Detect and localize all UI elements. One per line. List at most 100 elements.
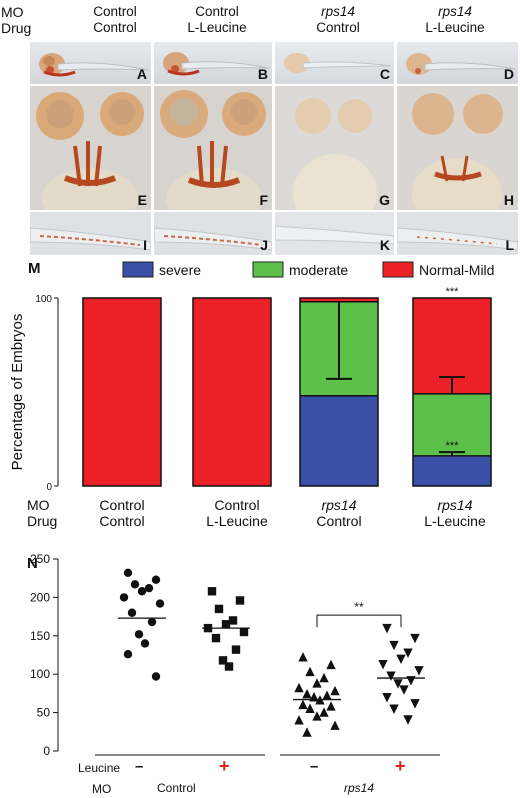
panel-m-group-3-mo: rps14	[321, 497, 357, 513]
embryo-illustration	[163, 52, 270, 76]
photo-b-whole-embryo: B	[154, 42, 272, 84]
data-point	[214, 604, 224, 614]
legend-label: severe	[159, 262, 201, 278]
data-point	[207, 587, 217, 596]
data-point	[386, 671, 396, 681]
data-point	[119, 593, 129, 602]
data-point	[389, 640, 399, 651]
panel-n-letter: N	[27, 555, 38, 572]
panel-n-mo-label: MO	[92, 782, 112, 796]
panel-m-group-4-drug: L-Leucine	[424, 513, 486, 529]
bar-outline	[82, 297, 162, 487]
significance-annotation: ***	[446, 286, 460, 298]
data-point	[326, 659, 336, 670]
legend-label: moderate	[289, 262, 348, 278]
embryo-head-illustration	[293, 98, 377, 210]
panel-m-drug-label: Drug	[27, 513, 58, 529]
panel-n-rps14-minus: –	[310, 758, 319, 775]
photo-k-tail: K	[275, 212, 394, 255]
photo-c-whole-embryo: C	[275, 42, 394, 84]
data-point	[140, 639, 150, 648]
panel-n-control-label: Control	[157, 781, 196, 795]
bar-segment-severe	[300, 395, 378, 486]
photo-j-tail: J	[154, 212, 272, 255]
embryo-tail-illustration	[154, 227, 272, 251]
y-tick-label: 100	[30, 667, 50, 681]
panel-n-leucine-label: Leucine	[78, 761, 121, 775]
data-point	[127, 608, 137, 617]
embryo-tail-illustration	[275, 225, 394, 245]
data-point	[211, 633, 221, 643]
header-col-1-mo: Control	[93, 4, 137, 19]
data-point	[147, 617, 157, 627]
header-col-3-mo: rps14	[321, 4, 355, 19]
panel-n-rps14-label: rps14	[344, 781, 375, 795]
y-tick-label: 250	[30, 552, 50, 566]
data-point	[399, 685, 409, 695]
data-point	[151, 575, 161, 584]
panel-m-group-3-drug: Control	[316, 513, 362, 529]
y-axis-label: Percentage of Embryos	[9, 314, 26, 471]
data-point	[151, 672, 161, 681]
y-tick-label: 100	[35, 294, 52, 305]
data-point	[298, 699, 308, 710]
data-point	[312, 711, 322, 721]
data-point	[403, 648, 413, 658]
bar-segment-normal-mild	[83, 298, 161, 486]
legend-swatch-normal-mild	[382, 261, 414, 278]
data-point	[130, 580, 140, 589]
data-point	[305, 703, 315, 713]
data-point	[382, 623, 392, 634]
data-point	[319, 672, 329, 683]
header-col-2-mo: Control	[195, 4, 239, 19]
data-point	[235, 596, 245, 605]
panel-n-rps14-plus: +	[395, 756, 406, 776]
scatter-plot: 0 50 100 150 200 250 **	[30, 552, 440, 758]
data-point	[403, 715, 413, 725]
photo-letter-h: H	[503, 192, 514, 208]
photo-i-tail: I	[30, 212, 151, 255]
data-point	[305, 666, 315, 677]
data-point	[239, 627, 249, 637]
data-point	[298, 652, 308, 662]
data-point	[221, 620, 231, 629]
panel-m-group-1-drug: Control	[99, 513, 145, 529]
y-tick-label: 200	[30, 590, 50, 604]
data-point	[322, 690, 332, 700]
data-point	[218, 656, 228, 665]
data-point	[396, 654, 406, 665]
bar-segment-severe	[413, 455, 491, 486]
bar-segment-normal-mild	[300, 298, 378, 302]
header-col-1-drug: Control	[93, 20, 137, 35]
data-point	[134, 630, 144, 639]
embryo-tail-illustration	[397, 227, 518, 251]
photo-e-head-closeup: E	[30, 86, 151, 210]
data-point	[319, 707, 329, 717]
photo-letter-b: B	[257, 66, 268, 82]
panel-m-group-2-mo: Control	[214, 497, 260, 513]
photo-a-whole-embryo: A	[30, 42, 151, 84]
photo-letter-a: A	[136, 66, 147, 82]
data-point	[302, 727, 312, 737]
legend-swatch-moderate	[252, 261, 284, 278]
y-tick-label: 0	[46, 482, 52, 493]
data-point	[228, 616, 238, 625]
data-point	[414, 666, 424, 676]
bar-outline	[299, 297, 379, 487]
embryo-illustration	[406, 53, 516, 75]
photo-h-head-closeup: H	[397, 86, 518, 210]
panel-n-control-plus: +	[219, 756, 230, 776]
bar-segment-moderate	[413, 393, 491, 456]
panel-m-group-2-drug: L-Leucine	[206, 513, 268, 529]
data-point	[330, 685, 340, 696]
data-point	[312, 678, 322, 688]
data-point	[137, 587, 147, 596]
embryo-illustration	[284, 53, 392, 73]
data-point	[382, 693, 392, 703]
header-col-4-mo: rps14	[438, 4, 472, 19]
bar-outline	[412, 297, 492, 487]
data-point	[410, 633, 420, 644]
photo-letter-c: C	[379, 66, 390, 82]
data-point	[393, 679, 403, 689]
photo-letter-g: G	[379, 192, 390, 208]
